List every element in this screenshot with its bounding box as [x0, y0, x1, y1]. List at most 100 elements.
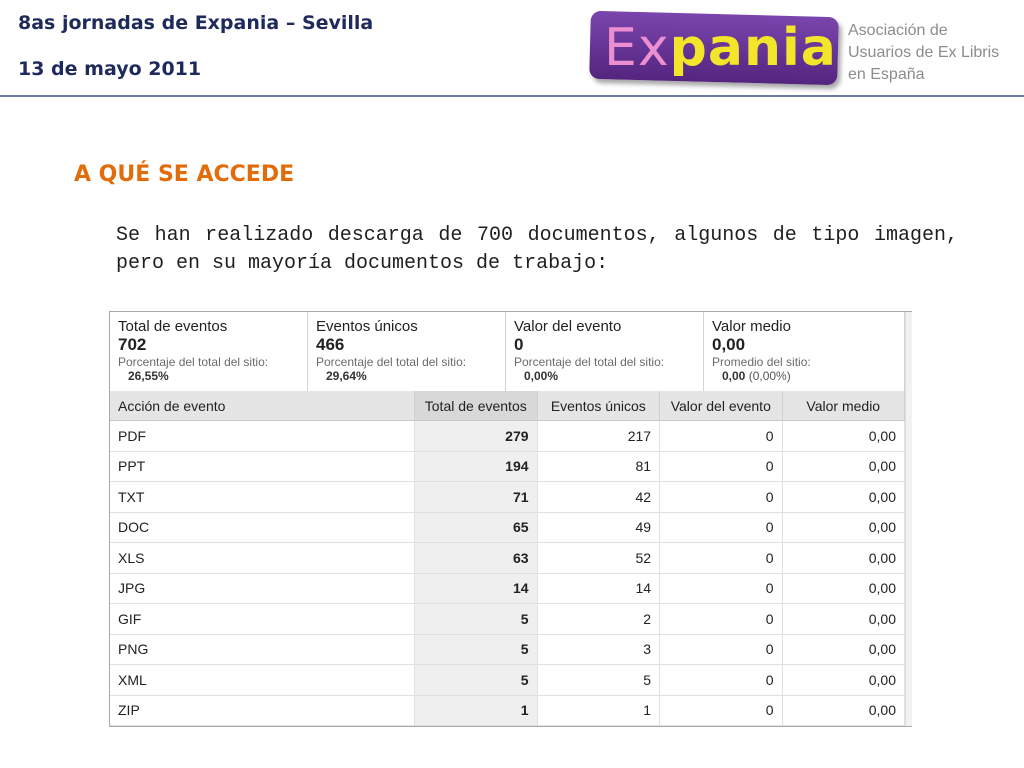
cell-average: 0,00 — [782, 634, 906, 665]
summary-label: Eventos únicos — [316, 318, 418, 335]
cell-action[interactable]: ZIP — [110, 695, 415, 726]
summary-value: 702 — [118, 335, 147, 354]
summary-sublabel: Porcentaje del total del sitio: — [514, 355, 665, 369]
cell-unique: 5 — [537, 664, 661, 696]
summary-subvalue-extra: (0,00%) — [745, 369, 791, 383]
summary-unique-events: Eventos únicos 466 Porcentaje del total … — [308, 312, 506, 391]
cell-unique: 52 — [537, 542, 661, 574]
summary-average-value: Valor medio 0,00 Promedio del sitio: 0,0… — [704, 312, 905, 391]
cell-total: 5 — [414, 664, 538, 696]
section-title: A QUÉ SE ACCEDE — [74, 162, 295, 187]
logo-wordmark: Expania — [604, 18, 837, 78]
logo-ex: Ex — [604, 18, 670, 78]
cell-value: 0 — [659, 695, 783, 726]
cell-average: 0,00 — [782, 695, 906, 726]
cell-unique: 1 — [537, 695, 661, 726]
cell-unique: 81 — [537, 451, 661, 482]
logo-pania: pania — [669, 18, 837, 78]
cell-average: 0,00 — [782, 542, 906, 574]
cell-value: 0 — [659, 542, 783, 574]
logo-caption: Asociación de Usuarios de Ex Libris en E… — [848, 20, 1024, 86]
summary-sublabel: Porcentaje del total del sitio: — [316, 355, 467, 369]
cell-value: 0 — [659, 634, 783, 665]
cell-total: 1 — [414, 695, 538, 726]
cell-unique: 217 — [537, 420, 661, 452]
table-row: JPG 14 14 0 0,00 — [110, 573, 906, 604]
cell-action[interactable]: PPT — [110, 451, 415, 482]
summary-total-events: Total de eventos 702 Porcentaje del tota… — [110, 312, 308, 391]
summary-value: 0 — [514, 335, 524, 354]
column-header-unique[interactable]: Eventos únicos — [537, 391, 661, 421]
events-table: Acción de evento Total de eventos Evento… — [110, 391, 906, 726]
cell-value: 0 — [659, 451, 783, 482]
summary-value: 466 — [316, 335, 345, 354]
summary-subvalue: 0,00% — [524, 369, 559, 383]
header-date: 13 de mayo 2011 — [18, 58, 202, 80]
cell-total: 194 — [414, 451, 538, 482]
summary-sublabel: Promedio del sitio: — [712, 355, 811, 369]
table-row: XLS 63 52 0 0,00 — [110, 542, 906, 574]
section-text: Se han realizado descarga de 700 documen… — [116, 224, 958, 275]
cell-action[interactable]: JPG — [110, 573, 415, 604]
table-row: PDF 279 217 0 0,00 — [110, 420, 906, 452]
cell-action[interactable]: PDF — [110, 420, 415, 452]
cell-action[interactable]: XML — [110, 664, 415, 696]
header-title: 8as jornadas de Expania – Sevilla — [18, 12, 374, 34]
cell-unique: 14 — [537, 573, 661, 604]
cell-average: 0,00 — [782, 451, 906, 482]
cell-action[interactable]: GIF — [110, 603, 415, 635]
cell-total: 65 — [414, 512, 538, 543]
logo-caption-line: Asociación de — [848, 22, 948, 39]
summary-value: 0,00 — [712, 335, 746, 354]
cell-total: 279 — [414, 420, 538, 452]
cell-action[interactable]: XLS — [110, 542, 415, 574]
cell-value: 0 — [659, 603, 783, 635]
cell-average: 0,00 — [782, 573, 906, 604]
summary-label: Valor del evento — [514, 318, 622, 335]
cell-average: 0,00 — [782, 512, 906, 543]
expania-logo: Expania — [589, 10, 842, 86]
column-header-total[interactable]: Total de eventos — [414, 391, 538, 421]
table-row: PPT 194 81 0 0,00 — [110, 451, 906, 482]
cell-value: 0 — [659, 664, 783, 696]
cell-average: 0,00 — [782, 420, 906, 452]
cell-unique: 42 — [537, 481, 661, 513]
table-row: GIF 5 2 0 0,00 — [110, 603, 906, 635]
logo-caption-line: Usuarios de Ex Libris — [848, 44, 1000, 61]
scrollbar[interactable] — [905, 312, 912, 726]
summary-subvalue: 0,00 (0,00%) — [712, 369, 904, 383]
cell-value: 0 — [659, 481, 783, 513]
cell-action[interactable]: PNG — [110, 634, 415, 665]
cell-average: 0,00 — [782, 664, 906, 696]
cell-unique: 49 — [537, 512, 661, 543]
cell-unique: 2 — [537, 603, 661, 635]
cell-action[interactable]: TXT — [110, 481, 415, 513]
cell-total: 63 — [414, 542, 538, 574]
table-row: ZIP 1 1 0 0,00 — [110, 695, 906, 726]
table-row: DOC 65 49 0 0,00 — [110, 512, 906, 543]
cell-total: 71 — [414, 481, 538, 513]
logo-caption-line: en España — [848, 66, 925, 83]
column-header-average[interactable]: Valor medio — [782, 391, 906, 421]
cell-total: 14 — [414, 573, 538, 604]
cell-action[interactable]: DOC — [110, 512, 415, 543]
cell-average: 0,00 — [782, 603, 906, 635]
summary-subvalue: 26,55% — [128, 369, 169, 383]
table-row: TXT 71 42 0 0,00 — [110, 481, 906, 513]
cell-value: 0 — [659, 573, 783, 604]
column-header-action[interactable]: Acción de evento — [110, 391, 415, 421]
cell-average: 0,00 — [782, 481, 906, 513]
summary-bar: Total de eventos 702 Porcentaje del tota… — [110, 312, 905, 392]
events-report: Total de eventos 702 Porcentaje del tota… — [109, 311, 912, 727]
cell-total: 5 — [414, 603, 538, 635]
summary-label: Valor medio — [712, 318, 791, 335]
summary-subvalue: 29,64% — [326, 369, 367, 383]
summary-event-value: Valor del evento 0 Porcentaje del total … — [506, 312, 704, 391]
table-header-row: Acción de evento Total de eventos Evento… — [110, 391, 906, 421]
table-row: XML 5 5 0 0,00 — [110, 664, 906, 696]
cell-total: 5 — [414, 634, 538, 665]
column-header-value[interactable]: Valor del evento — [659, 391, 783, 421]
cell-unique: 3 — [537, 634, 661, 665]
cell-value: 0 — [659, 512, 783, 543]
summary-subvalue-main: 0,00 — [722, 369, 746, 383]
